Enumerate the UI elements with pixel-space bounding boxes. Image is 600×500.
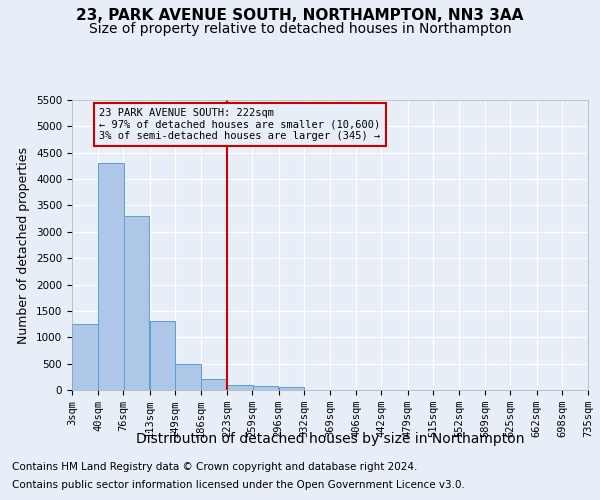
Y-axis label: Number of detached properties: Number of detached properties — [17, 146, 31, 344]
Bar — [98, 164, 124, 390]
Bar — [201, 380, 227, 390]
Bar — [253, 386, 278, 390]
Bar — [227, 384, 253, 390]
Text: Contains public sector information licensed under the Open Government Licence v3: Contains public sector information licen… — [12, 480, 465, 490]
Text: Contains HM Land Registry data © Crown copyright and database right 2024.: Contains HM Land Registry data © Crown c… — [12, 462, 418, 472]
Bar — [150, 322, 175, 390]
Text: Size of property relative to detached houses in Northampton: Size of property relative to detached ho… — [89, 22, 511, 36]
Text: 23 PARK AVENUE SOUTH: 222sqm
← 97% of detached houses are smaller (10,600)
3% of: 23 PARK AVENUE SOUTH: 222sqm ← 97% of de… — [100, 108, 381, 141]
Bar — [124, 216, 149, 390]
Text: 23, PARK AVENUE SOUTH, NORTHAMPTON, NN3 3AA: 23, PARK AVENUE SOUTH, NORTHAMPTON, NN3 … — [76, 8, 524, 22]
Bar — [279, 387, 304, 390]
Bar — [72, 324, 98, 390]
Bar — [175, 364, 201, 390]
Text: Distribution of detached houses by size in Northampton: Distribution of detached houses by size … — [136, 432, 524, 446]
